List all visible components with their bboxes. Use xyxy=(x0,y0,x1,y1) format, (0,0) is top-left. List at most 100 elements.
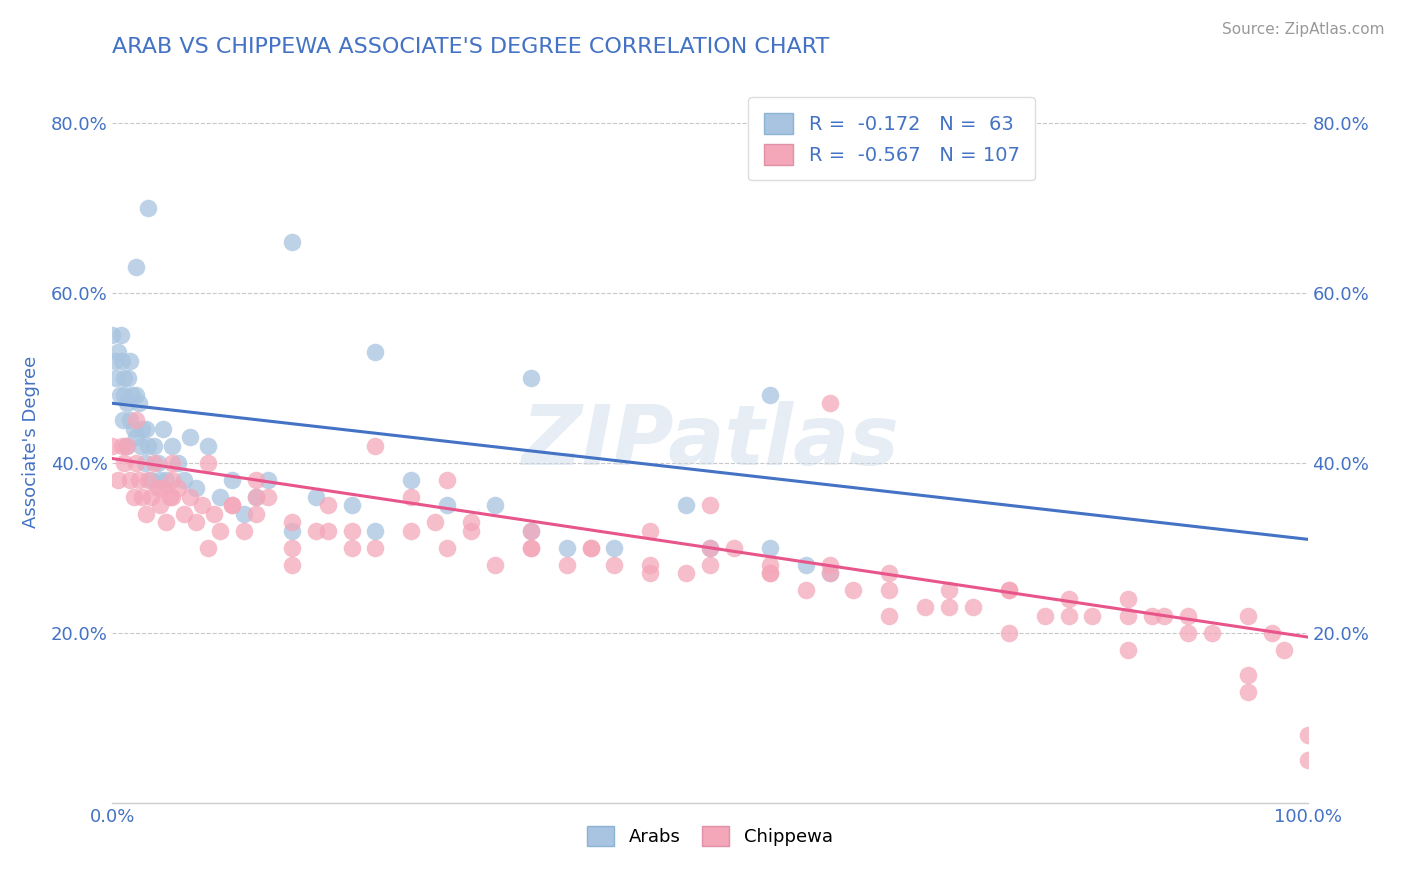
Point xyxy=(998,583,1021,598)
Point xyxy=(245,507,267,521)
Point xyxy=(675,566,697,581)
Point xyxy=(759,558,782,572)
Text: Source: ZipAtlas.com: Source: ZipAtlas.com xyxy=(1222,22,1385,37)
Point xyxy=(155,516,177,530)
Point xyxy=(186,481,208,495)
Text: ZIPatlas: ZIPatlas xyxy=(522,401,898,482)
Point xyxy=(104,353,127,368)
Point xyxy=(114,388,135,402)
Point xyxy=(146,481,169,495)
Point xyxy=(401,490,423,504)
Point xyxy=(186,516,208,530)
Point xyxy=(603,558,626,572)
Point xyxy=(281,524,304,538)
Point xyxy=(364,541,387,555)
Point xyxy=(998,583,1021,598)
Point xyxy=(125,260,148,275)
Point xyxy=(759,388,782,402)
Point xyxy=(135,507,157,521)
Point xyxy=(129,439,152,453)
Point xyxy=(436,541,458,555)
Point xyxy=(108,388,131,402)
Point xyxy=(128,473,150,487)
Point xyxy=(305,490,328,504)
Point xyxy=(640,558,662,572)
Point xyxy=(340,541,363,555)
Point xyxy=(520,524,543,538)
Point xyxy=(197,541,219,555)
Point xyxy=(1033,608,1056,623)
Point xyxy=(125,413,148,427)
Text: ARAB VS CHIPPEWA ASSOCIATE'S DEGREE CORRELATION CHART: ARAB VS CHIPPEWA ASSOCIATE'S DEGREE CORR… xyxy=(112,37,830,56)
Point xyxy=(879,566,901,581)
Point xyxy=(179,490,201,504)
Point xyxy=(125,430,148,444)
Point xyxy=(879,583,901,598)
Point xyxy=(938,600,960,615)
Point xyxy=(484,498,506,512)
Point xyxy=(117,371,139,385)
Point xyxy=(179,430,201,444)
Point xyxy=(1296,728,1319,742)
Point xyxy=(125,456,148,470)
Point xyxy=(401,473,423,487)
Point xyxy=(173,507,195,521)
Point xyxy=(167,456,190,470)
Point xyxy=(233,507,256,521)
Point xyxy=(114,439,136,453)
Legend: Arabs, Chippewa: Arabs, Chippewa xyxy=(578,817,842,855)
Point xyxy=(221,498,243,512)
Point xyxy=(340,524,363,538)
Point xyxy=(818,396,841,410)
Point xyxy=(149,473,172,487)
Point xyxy=(149,498,172,512)
Point xyxy=(1081,608,1104,623)
Point xyxy=(173,473,195,487)
Point xyxy=(1177,625,1199,640)
Point xyxy=(281,541,304,555)
Point xyxy=(120,413,142,427)
Point xyxy=(1272,642,1295,657)
Point xyxy=(115,396,138,410)
Point xyxy=(162,473,183,487)
Point xyxy=(152,422,174,436)
Point xyxy=(122,422,145,436)
Point xyxy=(364,345,387,359)
Point xyxy=(364,439,387,453)
Point xyxy=(101,439,124,453)
Point xyxy=(111,353,134,368)
Point xyxy=(723,541,745,555)
Point xyxy=(245,490,267,504)
Point xyxy=(120,473,142,487)
Point xyxy=(209,490,232,504)
Point xyxy=(675,498,697,512)
Point xyxy=(340,498,363,512)
Point xyxy=(159,490,181,504)
Point xyxy=(401,524,423,538)
Point xyxy=(257,473,280,487)
Point xyxy=(460,524,482,538)
Point xyxy=(759,566,782,581)
Point xyxy=(121,388,143,402)
Point xyxy=(138,439,160,453)
Point xyxy=(111,439,134,453)
Point xyxy=(699,498,721,512)
Point xyxy=(114,456,135,470)
Point xyxy=(842,583,865,598)
Point xyxy=(115,439,138,453)
Point xyxy=(1237,608,1260,623)
Point xyxy=(818,566,841,581)
Point xyxy=(425,516,447,530)
Point xyxy=(1177,608,1199,623)
Point xyxy=(484,558,506,572)
Point xyxy=(138,473,160,487)
Point xyxy=(699,558,721,572)
Point xyxy=(520,541,543,555)
Point xyxy=(197,456,219,470)
Point xyxy=(759,541,782,555)
Point xyxy=(281,516,304,530)
Point xyxy=(105,371,128,385)
Point xyxy=(221,473,243,487)
Point xyxy=(162,439,183,453)
Point xyxy=(914,600,936,615)
